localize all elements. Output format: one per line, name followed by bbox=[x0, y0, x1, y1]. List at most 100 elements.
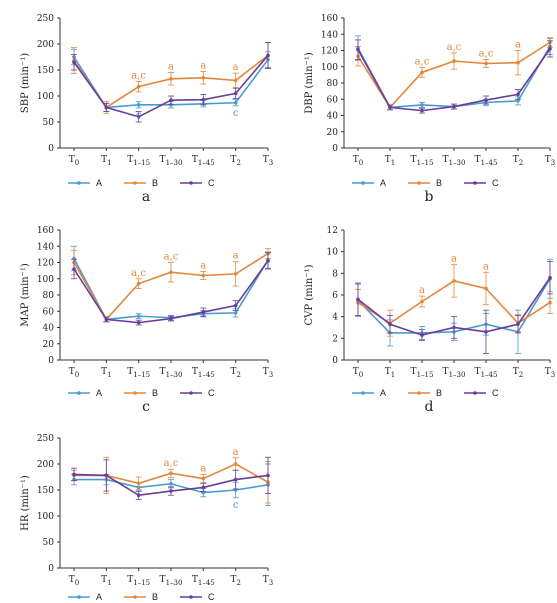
data-point bbox=[201, 485, 206, 490]
legend-label-B: B bbox=[436, 388, 442, 398]
legend-marker bbox=[361, 181, 365, 185]
y-tick-label: 150 bbox=[37, 486, 54, 496]
y-tick-label: 250 bbox=[37, 434, 54, 444]
data-point bbox=[233, 100, 238, 105]
legend-marker bbox=[133, 181, 137, 185]
significance-annotation: a bbox=[419, 285, 425, 296]
y-tick-label: 8 bbox=[332, 269, 338, 279]
significance-annotation: a bbox=[233, 62, 239, 73]
y-tick-label: 200 bbox=[37, 460, 54, 470]
significance-annotation: a bbox=[483, 261, 489, 272]
data-point bbox=[169, 481, 173, 486]
y-tick-label: 50 bbox=[43, 538, 55, 548]
y-tick-label: 250 bbox=[37, 14, 54, 24]
y-axis-label: CVP (min⁻¹) bbox=[304, 264, 315, 325]
data-point bbox=[356, 47, 360, 52]
y-tick-label: 160 bbox=[321, 14, 338, 24]
x-tick-label: T1–45 bbox=[475, 155, 498, 167]
legend-label-C: C bbox=[208, 178, 215, 188]
legend-marker bbox=[361, 391, 365, 395]
legend-label-B: B bbox=[152, 592, 158, 602]
data-point bbox=[201, 476, 206, 481]
x-tick-label: T1 bbox=[385, 155, 395, 167]
chart-panel-3: 0 20 40 60 80 100 120 140 160 T0 T1 T1–15 T1–30 T1–45… bbox=[20, 226, 273, 415]
data-point bbox=[169, 471, 173, 476]
data-point bbox=[452, 325, 456, 330]
panel-label: d bbox=[425, 399, 434, 415]
data-point bbox=[136, 493, 141, 498]
data-point bbox=[388, 322, 392, 327]
y-tick-label: 100 bbox=[37, 92, 54, 102]
y-axis-label: DBP (min⁻¹) bbox=[304, 52, 315, 114]
x-tick-label: T1–15 bbox=[127, 367, 150, 379]
legend: A B C bbox=[68, 178, 215, 188]
legend-label-B: B bbox=[152, 178, 158, 188]
chart-panel-1: 0 50 100 150 200 250 T0 T1 T1–15 T1–30 T1–45 T2 T3 SB… bbox=[20, 14, 273, 205]
data-point bbox=[548, 300, 552, 305]
significance-annotation: c bbox=[136, 110, 142, 121]
y-tick-label: 150 bbox=[37, 66, 54, 76]
significance-annotation: a bbox=[451, 254, 457, 265]
y-tick-label: 140 bbox=[321, 30, 338, 40]
x-tick-label: T3 bbox=[545, 155, 555, 167]
legend-marker bbox=[189, 595, 193, 599]
data-point bbox=[420, 70, 424, 75]
x-tick-label: T2 bbox=[230, 155, 240, 167]
data-point bbox=[233, 78, 238, 83]
y-tick-label: 120 bbox=[37, 259, 54, 269]
y-tick-label: 0 bbox=[332, 144, 338, 154]
y-tick-label: 4 bbox=[332, 313, 338, 323]
data-point bbox=[356, 297, 360, 302]
panel-label: c bbox=[142, 399, 150, 415]
data-point bbox=[72, 60, 76, 64]
x-tick-label: T0 bbox=[353, 367, 363, 379]
significance-annotation: a bbox=[200, 463, 206, 474]
significance-annotation: a bbox=[168, 62, 174, 73]
significance-annotation: a bbox=[200, 61, 206, 72]
y-axis-label: SBP (min⁻¹) bbox=[20, 53, 31, 113]
y-tick-label: 120 bbox=[321, 47, 338, 57]
x-tick-label: T0 bbox=[353, 155, 363, 167]
legend-marker bbox=[417, 181, 421, 185]
y-tick-label: 100 bbox=[321, 63, 338, 73]
x-tick-label: T1–15 bbox=[127, 155, 150, 167]
data-point bbox=[104, 105, 109, 110]
data-point bbox=[136, 281, 141, 286]
significance-annotation: c bbox=[233, 108, 239, 119]
legend-marker bbox=[189, 391, 193, 395]
y-tick-label: 10 bbox=[327, 248, 339, 258]
significance-annotation: a bbox=[515, 40, 521, 51]
x-tick-label: T0 bbox=[69, 155, 79, 167]
legend-marker bbox=[189, 181, 193, 185]
legend-label-A: A bbox=[96, 592, 102, 602]
legend-marker bbox=[133, 391, 137, 395]
data-point bbox=[169, 77, 173, 81]
legend-label-A: A bbox=[96, 388, 102, 398]
x-tick-label: T1–15 bbox=[411, 367, 434, 379]
legend-marker bbox=[473, 181, 477, 185]
significance-annotation: a bbox=[233, 251, 239, 262]
data-point bbox=[516, 60, 520, 65]
data-point bbox=[72, 267, 76, 271]
x-tick-label: T1–30 bbox=[160, 155, 183, 167]
significance-annotation: a,c bbox=[164, 458, 179, 469]
x-tick-label: T2 bbox=[230, 575, 240, 587]
data-point bbox=[233, 91, 238, 96]
x-tick-label: T0 bbox=[69, 575, 79, 587]
series-C bbox=[71, 42, 271, 123]
y-tick-label: 80 bbox=[327, 79, 339, 89]
y-tick-label: 0 bbox=[332, 356, 338, 366]
y-tick-label: 2 bbox=[332, 334, 338, 344]
data-point bbox=[420, 299, 424, 304]
data-point bbox=[452, 59, 456, 63]
series-C bbox=[71, 252, 271, 326]
y-tick-label: 100 bbox=[37, 512, 54, 522]
data-point bbox=[104, 473, 109, 478]
significance-annotation: c bbox=[233, 500, 239, 511]
y-tick-label: 60 bbox=[43, 307, 55, 317]
legend-label-C: C bbox=[492, 178, 499, 188]
x-tick-label: T1–30 bbox=[160, 367, 183, 379]
data-point bbox=[266, 259, 270, 263]
data-point bbox=[169, 316, 173, 321]
